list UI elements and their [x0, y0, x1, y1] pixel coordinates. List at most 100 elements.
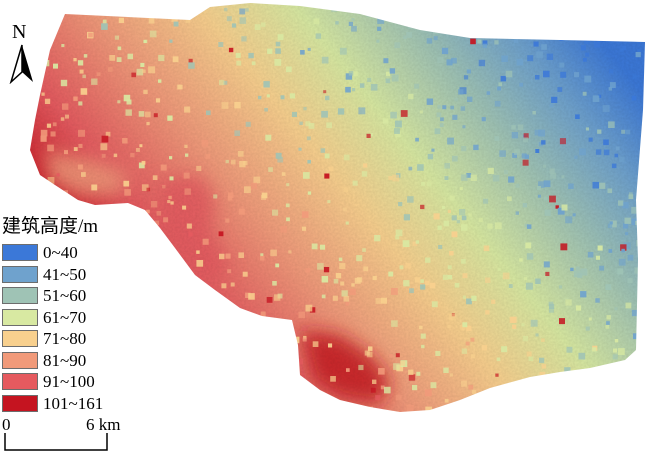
raster-cell [140, 362, 147, 369]
raster-cell [231, 23, 237, 28]
raster-cell [272, 209, 279, 216]
raster-cell [256, 370, 263, 377]
raster-cell [585, 326, 590, 331]
raster-cell [321, 276, 329, 283]
legend-label: 61~70 [43, 307, 87, 327]
raster-cell [381, 297, 387, 304]
raster-cell [326, 122, 332, 129]
raster-cell [609, 82, 616, 88]
raster-cell [266, 94, 270, 98]
raster-cell [136, 378, 142, 385]
raster-cell [324, 173, 330, 179]
raster-cell [631, 95, 637, 101]
raster-cell [106, 367, 114, 375]
raster-cell [458, 89, 464, 95]
raster-cell [608, 68, 614, 74]
raster-cell [383, 58, 389, 64]
raster-cell [390, 111, 397, 119]
raster-cell [301, 211, 309, 218]
raster-cell [461, 380, 468, 387]
raster-cell [421, 344, 425, 349]
raster-cell [466, 298, 472, 305]
raster-cell [46, 22, 51, 28]
raster-cell [78, 101, 83, 106]
raster-cell [447, 137, 454, 145]
raster-cell [459, 21, 466, 27]
raster-cell [140, 275, 148, 283]
legend-swatch [2, 351, 38, 369]
raster-cell [339, 47, 347, 55]
raster-cell [64, 190, 68, 195]
raster-cell [112, 312, 117, 317]
raster-cell [261, 192, 268, 199]
raster-cell [462, 125, 466, 129]
raster-cell [532, 111, 536, 115]
raster-cell [122, 340, 129, 347]
raster-cell [244, 186, 251, 194]
legend-swatch [2, 265, 38, 283]
raster-cell [311, 243, 318, 250]
raster-cell [375, 395, 381, 401]
raster-cell [308, 123, 315, 129]
raster-cell [467, 96, 473, 102]
raster-cell [40, 129, 48, 137]
raster-cell [460, 325, 466, 331]
raster-cell [105, 354, 112, 361]
raster-cell [594, 41, 601, 48]
raster-cell [380, 385, 385, 390]
raster-cell [613, 348, 617, 353]
raster-cell [408, 166, 413, 171]
raster-cell [364, 350, 370, 356]
raster-cell [559, 138, 566, 145]
raster-cell [112, 259, 117, 263]
raster-cell [203, 347, 208, 352]
raster-cell [623, 379, 629, 385]
raster-cell [466, 173, 472, 178]
raster-cell [134, 209, 138, 213]
raster-cell [146, 121, 150, 126]
raster-cell [403, 280, 410, 287]
raster-cell [459, 209, 466, 216]
raster-cell [44, 98, 51, 104]
raster-cell [644, 73, 645, 80]
raster-cell [275, 263, 280, 268]
raster-cell [124, 189, 131, 196]
raster-cell [275, 329, 281, 335]
raster-cell [583, 38, 591, 45]
raster-cell [549, 303, 555, 309]
raster-cell [414, 16, 421, 23]
raster-cell [321, 110, 328, 118]
raster-cell [412, 12, 419, 18]
raster-cell [80, 88, 88, 95]
raster-cell [403, 35, 407, 40]
raster-cell [389, 354, 393, 358]
raster-cell [56, 173, 60, 177]
raster-cell [564, 374, 570, 380]
raster-cell [266, 385, 274, 393]
raster-cell [343, 187, 349, 193]
raster-cell [395, 394, 402, 401]
raster-cell [389, 68, 396, 74]
raster-cell [210, 338, 216, 344]
raster-cell [436, 112, 442, 118]
raster-cell [443, 367, 449, 373]
raster-cell [486, 91, 491, 95]
raster-cell [563, 389, 567, 393]
raster-cell [307, 160, 311, 164]
scale-bar-end-label: 6 km [86, 415, 121, 434]
raster-cell [340, 281, 345, 286]
raster-cell [374, 235, 381, 242]
raster-cell [497, 267, 501, 271]
raster-cell [430, 382, 437, 389]
raster-cell [638, 276, 643, 281]
raster-cell [544, 209, 551, 216]
raster-cell [143, 89, 148, 95]
raster-cell [196, 250, 200, 254]
raster-cell [599, 9, 605, 16]
raster-cell [138, 162, 145, 169]
raster-cell [494, 222, 502, 230]
scale-bar-start-label: 0 [2, 415, 11, 434]
raster-cell [184, 144, 188, 148]
raster-cell [471, 295, 477, 301]
raster-cell [289, 93, 296, 99]
